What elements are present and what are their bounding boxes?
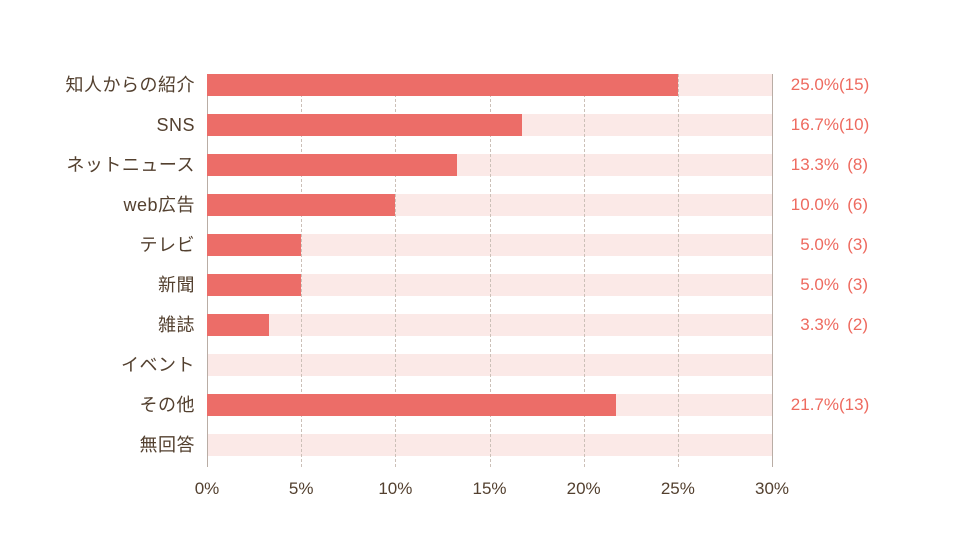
bar-track bbox=[207, 434, 772, 456]
value-percent: 5.0% bbox=[800, 275, 839, 294]
bar-track bbox=[207, 74, 772, 96]
bar-row bbox=[207, 345, 772, 385]
bar-row bbox=[207, 425, 772, 465]
value-label: 25.0% (15) bbox=[781, 65, 911, 105]
bar-row bbox=[207, 385, 772, 425]
value-percent bbox=[781, 345, 839, 385]
value-label bbox=[781, 425, 911, 465]
x-tick-label: 5% bbox=[288, 479, 314, 498]
category-label: 新聞 bbox=[158, 275, 195, 295]
bar-track bbox=[207, 154, 772, 176]
value-count: (13) bbox=[839, 395, 870, 414]
value-label: 13.3% (8) bbox=[781, 145, 911, 185]
bar-track bbox=[207, 314, 772, 336]
x-tick-label: 0% bbox=[194, 479, 220, 498]
bar-track bbox=[207, 114, 772, 136]
x-tick-label: 10% bbox=[378, 479, 413, 498]
bar bbox=[207, 74, 678, 96]
value-percent: 25.0% bbox=[790, 75, 839, 94]
x-tick-label: 15% bbox=[472, 479, 507, 498]
bar-track bbox=[207, 194, 772, 216]
bar bbox=[207, 194, 396, 216]
category-label: テレビ bbox=[139, 235, 195, 255]
x-tick-label: 25% bbox=[660, 479, 695, 498]
bar-row bbox=[207, 185, 772, 225]
value-count: (6) bbox=[847, 195, 868, 214]
value-label bbox=[781, 345, 911, 385]
plot-area bbox=[207, 65, 773, 467]
value-label: 3.3% (2) bbox=[781, 305, 911, 345]
axis-line-right bbox=[772, 74, 773, 467]
bar-track bbox=[207, 354, 772, 376]
value-count: (15) bbox=[839, 75, 870, 94]
category-labels: 知人からの紹介 SNS ネットニュース web広告 テレビ 新聞 雑誌 イベント… bbox=[0, 65, 195, 465]
value-percent: 10.0% bbox=[790, 195, 839, 214]
bar bbox=[207, 314, 270, 336]
bar-track bbox=[207, 274, 772, 296]
value-label: 16.7% (10) bbox=[781, 105, 911, 145]
category-label: その他 bbox=[139, 395, 195, 415]
bar bbox=[207, 394, 616, 416]
value-count: (3) bbox=[847, 275, 868, 294]
category-label: 雑誌 bbox=[158, 315, 195, 335]
value-percent bbox=[781, 425, 839, 465]
bar bbox=[207, 154, 458, 176]
value-percent: 13.3% bbox=[790, 155, 839, 174]
value-label: 21.7% (13) bbox=[781, 385, 911, 425]
value-count: (10) bbox=[839, 115, 870, 134]
category-label: イベント bbox=[121, 355, 195, 375]
bar-row bbox=[207, 305, 772, 345]
category-label: 知人からの紹介 bbox=[65, 75, 195, 95]
value-label: 5.0% (3) bbox=[781, 265, 911, 305]
value-count: (2) bbox=[847, 315, 868, 334]
x-axis: 0% 5% 10% 15% 20% 25% 30% bbox=[195, 477, 789, 501]
category-label: web広告 bbox=[123, 195, 195, 215]
x-tick-label: 30% bbox=[754, 479, 790, 498]
category-label: 無回答 bbox=[139, 435, 195, 455]
value-label: 10.0% (6) bbox=[781, 185, 911, 225]
value-percent: 5.0% bbox=[800, 235, 839, 254]
bar-row bbox=[207, 265, 772, 305]
bar-row bbox=[207, 145, 772, 185]
value-percent: 16.7% bbox=[790, 115, 839, 134]
value-count: (3) bbox=[847, 235, 868, 254]
bar-row bbox=[207, 65, 772, 105]
category-label: ネットニュース bbox=[66, 155, 195, 175]
bar-rows bbox=[207, 65, 772, 465]
x-tick-label: 20% bbox=[566, 479, 601, 498]
bar bbox=[207, 114, 522, 136]
bar-row bbox=[207, 105, 772, 145]
value-percent: 21.7% bbox=[790, 395, 839, 414]
value-count: (8) bbox=[847, 155, 868, 174]
bar bbox=[207, 274, 302, 296]
bar-track bbox=[207, 394, 772, 416]
value-labels: 25.0% (15) 16.7% (10) 13.3% (8) 10.0% (6) 5.… bbox=[781, 65, 911, 465]
value-percent: 3.3% bbox=[800, 315, 839, 334]
value-label: 5.0% (3) bbox=[781, 225, 911, 265]
value-count bbox=[839, 345, 868, 385]
bar-row bbox=[207, 225, 772, 265]
value-count bbox=[839, 425, 868, 465]
bar bbox=[207, 234, 302, 256]
bar-track bbox=[207, 234, 772, 256]
category-label: SNS bbox=[156, 115, 195, 135]
